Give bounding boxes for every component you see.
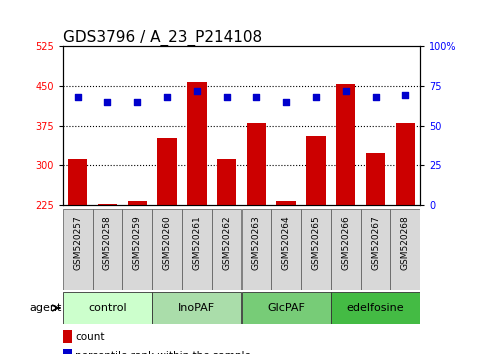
Bar [301,209,331,290]
Bar [247,123,266,205]
Text: GSM520261: GSM520261 [192,215,201,270]
Bar [63,292,152,324]
Bar [242,209,271,290]
Bar [93,209,122,290]
Bar [331,209,361,290]
Bar [217,159,236,205]
Point [104,99,112,105]
Text: GSM520268: GSM520268 [401,215,410,270]
Bar [98,204,117,205]
Bar [306,136,326,205]
Bar [63,209,93,290]
Text: GSM520257: GSM520257 [73,215,82,270]
Bar [63,349,71,354]
Point [74,94,82,100]
Text: GSM520259: GSM520259 [133,215,142,270]
Text: GSM520258: GSM520258 [103,215,112,270]
Text: GSM520260: GSM520260 [163,215,171,270]
Bar [182,209,212,290]
Point [193,88,201,93]
Bar [271,209,301,290]
Bar [68,159,87,205]
Bar [63,330,71,343]
Text: agent: agent [29,303,61,313]
Bar [187,81,207,205]
Bar [336,84,355,205]
Bar [242,292,331,324]
Text: GSM520265: GSM520265 [312,215,320,270]
Bar [122,209,152,290]
Bar [276,201,296,205]
Text: GSM520267: GSM520267 [371,215,380,270]
Bar [361,209,390,290]
Point [312,94,320,100]
Point [253,94,260,100]
Text: GlcPAF: GlcPAF [267,303,305,313]
Bar [212,209,242,290]
Bar [128,201,147,205]
Point [133,99,141,105]
Text: count: count [75,332,105,342]
Text: GSM520264: GSM520264 [282,215,291,270]
Bar [366,153,385,205]
Text: edelfosine: edelfosine [347,303,404,313]
Bar [152,209,182,290]
Bar [331,292,420,324]
Bar [390,209,420,290]
Bar [396,123,415,205]
Text: GSM520262: GSM520262 [222,215,231,270]
Point [401,92,409,98]
Text: percentile rank within the sample: percentile rank within the sample [75,351,251,354]
Bar [152,292,242,324]
Point [223,94,230,100]
Text: GSM520263: GSM520263 [252,215,261,270]
Point [163,94,171,100]
Point [282,99,290,105]
Point [342,88,350,93]
Text: GDS3796 / A_23_P214108: GDS3796 / A_23_P214108 [63,30,262,46]
Text: InoPAF: InoPAF [178,303,215,313]
Point [372,94,380,100]
Text: control: control [88,303,127,313]
Text: GSM520266: GSM520266 [341,215,350,270]
Bar [157,138,177,205]
